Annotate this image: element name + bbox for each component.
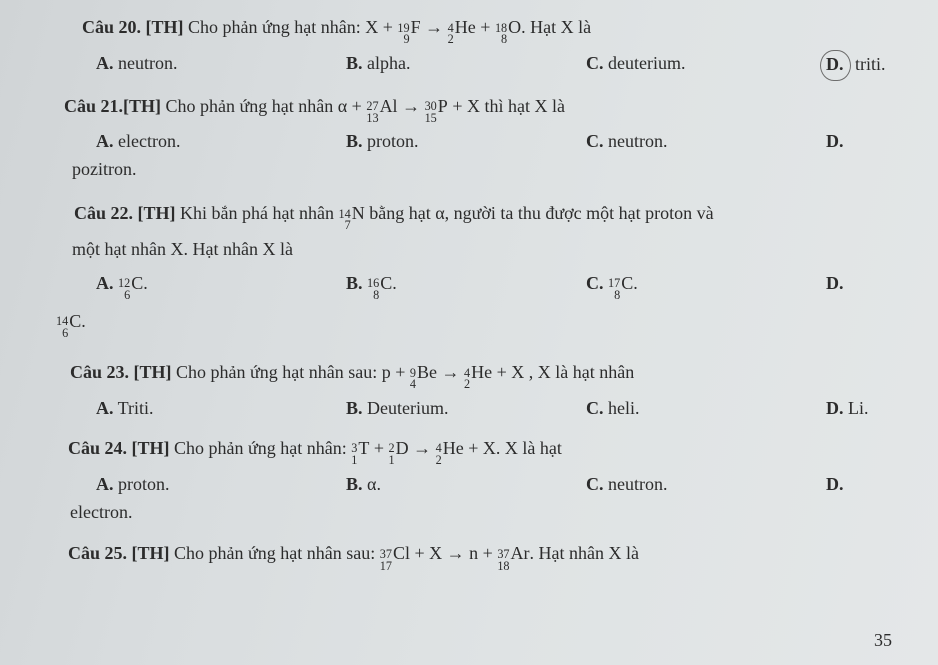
q24-label: Câu 24. [TH] <box>68 438 170 458</box>
q22-D-lbl: D. <box>826 273 844 293</box>
q23-B: Deuterium. <box>363 398 449 418</box>
q23-stem: Câu 23. [TH] Cho phản ứng hạt nhân sau: … <box>70 359 908 391</box>
q20-D: triti. <box>851 54 886 74</box>
q23-label: Câu 23. [TH] <box>70 362 172 382</box>
q21-A-lbl: A. <box>96 131 114 151</box>
q22-A-iso: 126C. <box>118 270 148 302</box>
q22-pre: Khi bắn phá hạt nhân <box>176 203 339 223</box>
q22-line2: một hạt nhân X. Hạt nhân X là <box>72 236 908 264</box>
q24-He: 42He <box>436 435 464 467</box>
q24-options: A. proton. B. α. C. neutron. D. <box>96 471 908 499</box>
q21-C-lbl: C. <box>586 131 604 151</box>
q21-D-lbl: D. <box>826 131 844 151</box>
q20-He: 42He <box>448 14 476 46</box>
q21-post: + X thì hạt X là <box>448 96 565 116</box>
q23-pre: Cho phản ứng hạt nhân sau: p + <box>172 362 410 382</box>
q21-stem: Câu 21.[TH] Cho phản ứng hạt nhân α + 27… <box>64 93 908 125</box>
q23-Be: 94Be <box>410 359 437 391</box>
q25-stem: Câu 25. [TH] Cho phản ứng hạt nhân sau: … <box>68 540 908 572</box>
q20-B: alpha. <box>363 53 411 73</box>
q21-C: neutron. <box>604 131 668 151</box>
q24-D: 21D <box>389 435 409 467</box>
q20-options: A. neutron. B. alpha. C. deuterium. D. t… <box>96 50 908 81</box>
q24-D-cont: electron. <box>70 499 908 527</box>
q23-C-lbl: C. <box>586 398 604 418</box>
q20-B-lbl: B. <box>346 53 363 73</box>
question-21: Câu 21.[TH] Cho phản ứng hạt nhân α + 27… <box>56 93 908 185</box>
q20-A-lbl: A. <box>96 53 114 73</box>
q20-A: neutron. <box>114 53 178 73</box>
q22-mid: bằng hạt α, người ta thu được một hạt pr… <box>365 203 714 223</box>
question-25: Câu 25. [TH] Cho phản ứng hạt nhân sau: … <box>56 540 908 572</box>
q25-pre: Cho phản ứng hạt nhân sau: <box>170 543 380 563</box>
q21-A: electron. <box>114 131 181 151</box>
q24-B: α. <box>363 474 381 494</box>
q20-label: Câu 20. [TH] <box>82 17 184 37</box>
q20-stem: Câu 20. [TH] Cho phản ứng hạt nhân: X + … <box>82 14 908 46</box>
q22-D-iso-wrap: 146C. <box>56 308 908 340</box>
q22-stem: Câu 22. [TH] Khi bắn phá hạt nhân 147N b… <box>74 200 908 232</box>
q21-B: proton. <box>363 131 419 151</box>
q24-pre: Cho phản ứng hạt nhân: <box>170 438 352 458</box>
q22-B-iso: 168C. <box>367 270 397 302</box>
q23-A: Triti. <box>114 398 154 418</box>
q21-label: Câu 21.[TH] <box>64 96 161 116</box>
q24-D-lbl: D. <box>826 474 844 494</box>
page-number: 35 <box>874 627 892 655</box>
q23-He: 42He <box>464 359 492 391</box>
q24-T: 31T <box>351 435 369 467</box>
q24-post: + X. X là hạt <box>464 438 562 458</box>
question-24: Câu 24. [TH] Cho phản ứng hạt nhân: 31T … <box>56 435 908 527</box>
q21-D-cont: pozitron. <box>72 156 908 184</box>
q22-D-iso: 146C. <box>56 308 86 340</box>
page: Câu 20. [TH] Cho phản ứng hạt nhân: X + … <box>0 0 938 665</box>
q20-D-circled: D. <box>820 50 851 81</box>
q23-A-lbl: A. <box>96 398 114 418</box>
q25-Cl: 3717Cl <box>380 540 410 572</box>
q23-options: A. Triti. B. Deuterium. C. heli. D. Li. <box>96 395 908 423</box>
q23-C: heli. <box>604 398 640 418</box>
q23-post: + X , X là hạt nhân <box>492 362 634 382</box>
q20-C-lbl: C. <box>586 53 604 73</box>
question-20: Câu 20. [TH] Cho phản ứng hạt nhân: X + … <box>56 14 908 81</box>
q24-C: neutron. <box>604 474 668 494</box>
q20-post: . Hạt X là <box>521 17 591 37</box>
q21-Al: 2713Al <box>366 93 397 125</box>
q24-C-lbl: C. <box>586 474 604 494</box>
q25-post: . Hạt nhân X là <box>530 543 639 563</box>
q24-A-lbl: A. <box>96 474 114 494</box>
q23-B-lbl: B. <box>346 398 363 418</box>
q22-label: Câu 22. [TH] <box>74 203 176 223</box>
q20-F: 199F <box>397 14 420 46</box>
q22-A-lbl: A. <box>96 273 114 293</box>
q21-P: 3015P <box>425 93 448 125</box>
q25-label: Câu 25. [TH] <box>68 543 170 563</box>
q20-C: deuterium. <box>604 53 686 73</box>
q21-B-lbl: B. <box>346 131 363 151</box>
q24-stem: Câu 24. [TH] Cho phản ứng hạt nhân: 31T … <box>68 435 908 467</box>
q22-C-lbl: C. <box>586 273 604 293</box>
question-22: Câu 22. [TH] Khi bắn phá hạt nhân 147N b… <box>56 200 908 339</box>
q22-options: A. 126C. B. 168C. C. 178C. D. <box>96 270 908 302</box>
q20-D-lbl: D. <box>826 54 844 74</box>
q22-C-iso: 178C. <box>608 270 638 302</box>
q21-pre: Cho phản ứng hạt nhân α + <box>161 96 366 116</box>
q24-A: proton. <box>114 474 170 494</box>
q25-Ar: 3718Ar <box>497 540 529 572</box>
q24-B-lbl: B. <box>346 474 363 494</box>
q20-O: 188O <box>495 14 521 46</box>
q23-D-lbl: D. <box>826 398 844 418</box>
question-23: Câu 23. [TH] Cho phản ứng hạt nhân sau: … <box>56 359 908 423</box>
q23-D: Li. <box>844 398 869 418</box>
q20-pre: Cho phản ứng hạt nhân: X + <box>184 17 398 37</box>
q22-N: 147N <box>338 200 364 232</box>
q21-options: A. electron. B. proton. C. neutron. D. <box>96 128 908 156</box>
q22-B-lbl: B. <box>346 273 363 293</box>
